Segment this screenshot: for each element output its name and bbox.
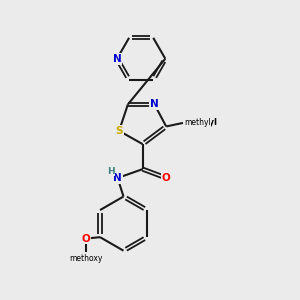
Text: methyl: methyl — [184, 118, 211, 127]
Text: methoxy: methoxy — [69, 254, 103, 263]
Text: methyl: methyl — [184, 118, 218, 127]
Text: N: N — [150, 99, 159, 110]
Text: O: O — [162, 173, 171, 183]
Text: S: S — [115, 126, 123, 136]
Text: O: O — [82, 234, 90, 244]
Text: N: N — [112, 54, 122, 64]
Text: H: H — [107, 167, 115, 176]
Text: N: N — [113, 173, 122, 183]
